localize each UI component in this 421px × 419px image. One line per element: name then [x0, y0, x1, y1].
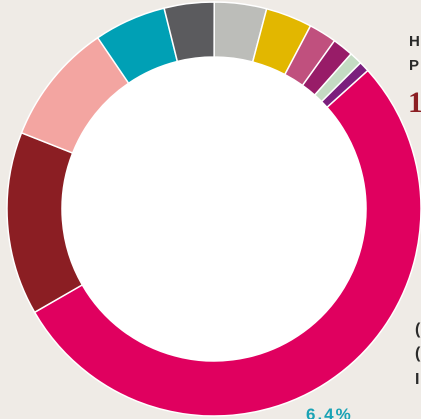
side-label-3: I: [415, 371, 420, 388]
header-line-2: P: [409, 57, 420, 74]
donut-hole: [62, 57, 366, 361]
bottom-value-label: 6.4%: [306, 405, 353, 419]
headline-number: 1: [408, 86, 421, 119]
side-label-1: (: [415, 321, 421, 338]
header-line-1: H: [409, 33, 421, 50]
side-label-2: (: [415, 345, 421, 362]
